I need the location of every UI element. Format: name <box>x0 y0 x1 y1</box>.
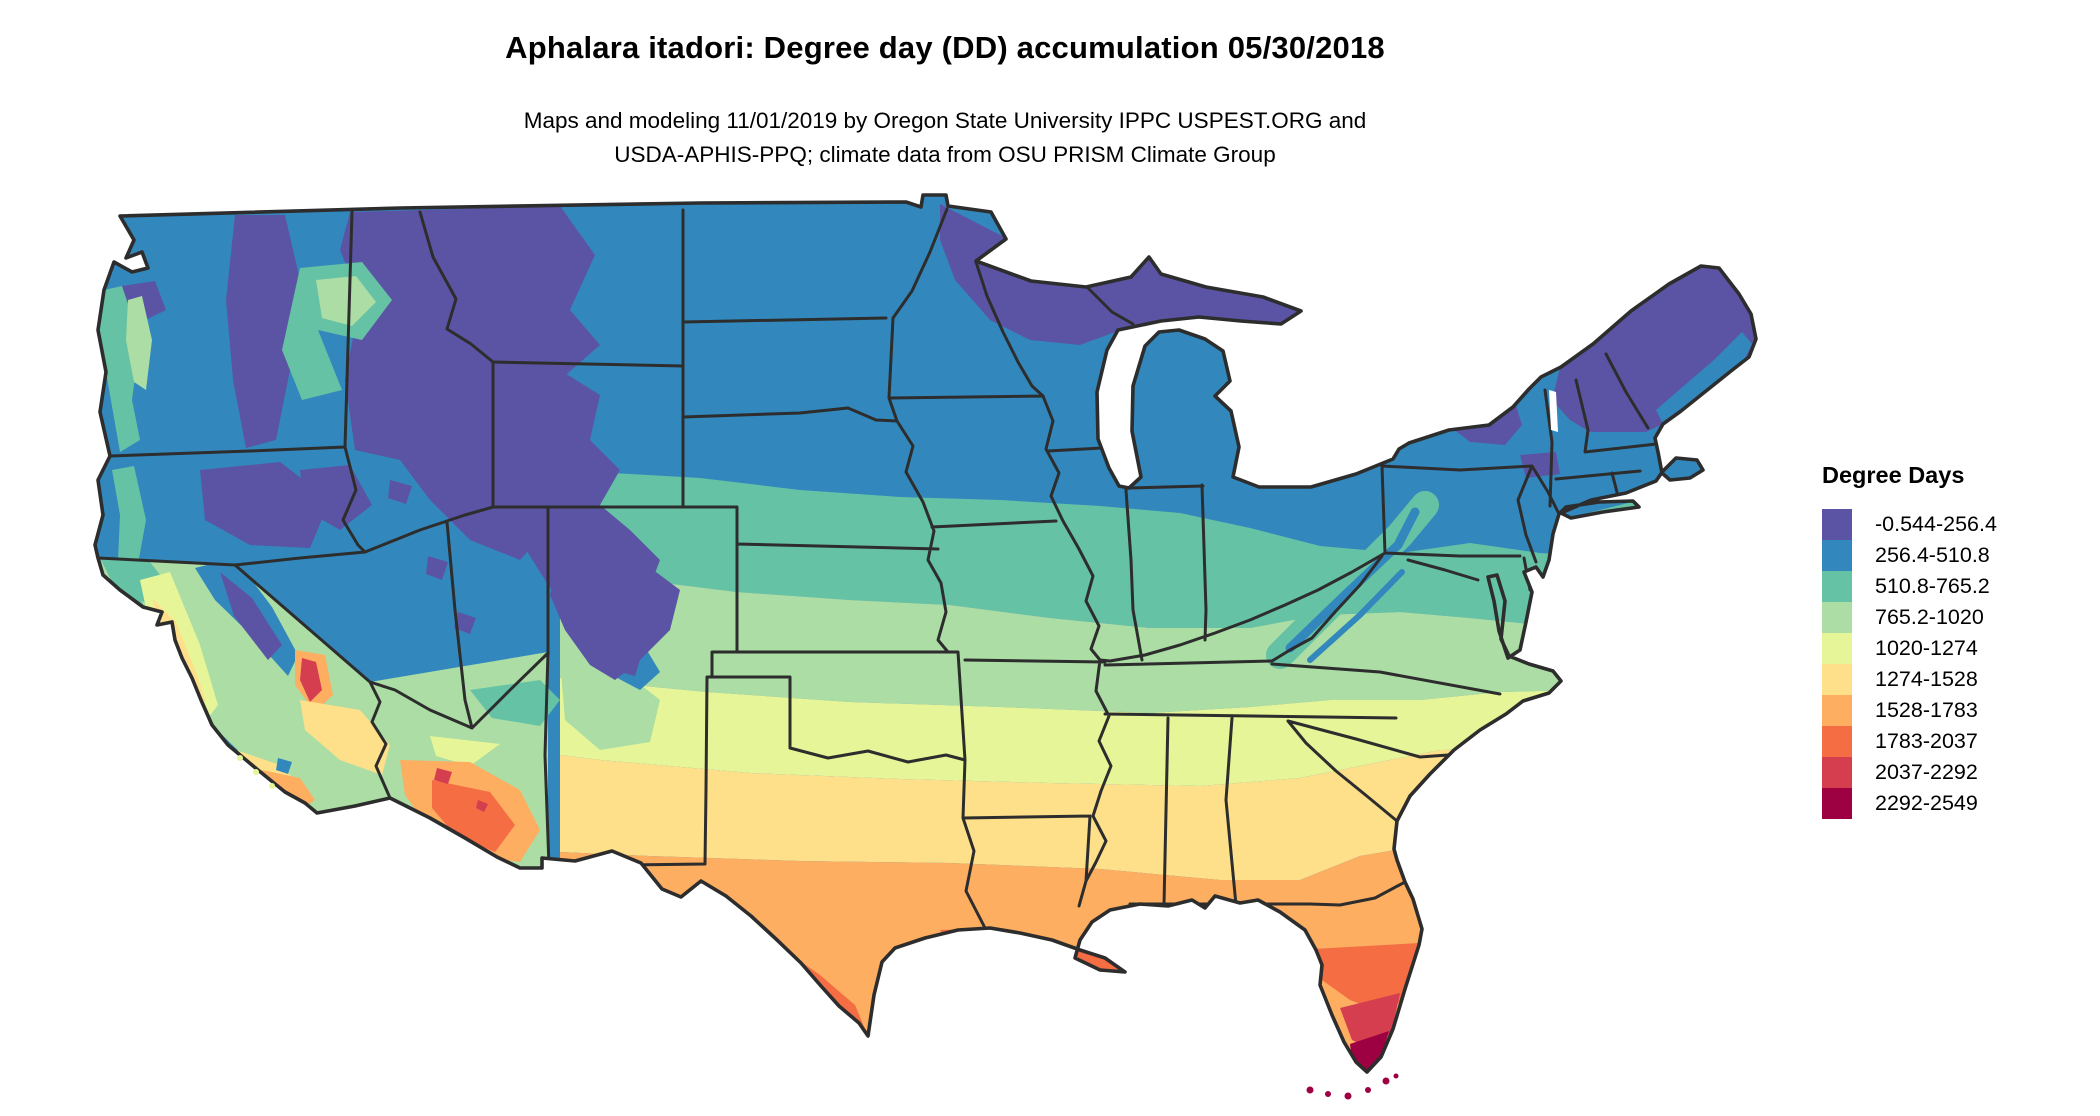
legend-swatch <box>1822 571 1852 602</box>
willamette-teal <box>112 466 146 575</box>
legend-row: 510.8-765.2 <box>1822 571 2082 602</box>
legend: Degree Days -0.544-256.4 256.4-510.8 510.8… <box>1822 462 2082 819</box>
maine-coast-blue <box>1656 332 1752 424</box>
wa-cascades-purple <box>226 215 300 448</box>
legend-row: -0.544-256.4 <box>1822 509 2082 540</box>
ewa-green <box>316 276 376 326</box>
legend-swatch <box>1822 509 1852 540</box>
legend-row: 1274-1528 <box>1822 664 2082 695</box>
legend-range-label: 765.2-1020 <box>1875 605 1984 629</box>
state-borders <box>96 207 1658 943</box>
lake-champlain <box>1549 390 1558 432</box>
legend-row: 2037-2292 <box>1822 757 2082 788</box>
or-cascades-purple <box>200 462 330 548</box>
band-teal <box>560 470 1756 628</box>
az-red-speck2 <box>476 800 488 812</box>
legend-title: Degree Days <box>1822 462 1965 488</box>
legend-swatch <box>1822 602 1852 633</box>
isle-royale <box>1058 242 1076 254</box>
sierra-purple <box>220 572 282 660</box>
rockies-purple-colorado <box>550 560 680 680</box>
legend-range-label: 2037-2292 <box>1875 760 1978 784</box>
legend-row: 765.2-1020 <box>1822 602 2082 633</box>
legend-row: 2292-2549 <box>1822 788 2082 819</box>
florida-tip-crimson <box>1350 1031 1389 1072</box>
legend-row: 1528-1783 <box>1822 695 2082 726</box>
band-palegreen <box>560 678 1756 786</box>
legend-range-label: 2292-2549 <box>1875 791 1978 815</box>
mojave-yellow <box>300 700 390 775</box>
legend-range-label: 1528-1783 <box>1875 698 1978 722</box>
legend-range-label: 510.8-765.2 <box>1875 574 1990 598</box>
deathvalley-red <box>300 658 322 702</box>
subtitle-line-2: USDA-APHIS-PPQ; climate data from OSU PR… <box>614 142 1276 167</box>
channel-islands <box>237 755 275 789</box>
legend-range-label: 1783-2037 <box>1875 729 1978 753</box>
legend-range-label: 1274-1528 <box>1875 667 1978 691</box>
basin-purple-speck3 <box>454 612 476 634</box>
legend-range-label: 1020-1274 <box>1875 636 1978 660</box>
legend-swatch <box>1822 695 1852 726</box>
band-orange <box>560 840 1756 1072</box>
subtitle-line-1: Maps and modeling 11/01/2019 by Oregon S… <box>523 108 1367 133</box>
legend-row: 1783-2037 <box>1822 726 2082 757</box>
isle-royale-2 <box>1080 249 1094 258</box>
socal-mtn-blue <box>276 758 292 774</box>
florida-keys <box>1306 1073 1399 1100</box>
legend-range-label: 256.4-510.8 <box>1875 543 1990 567</box>
legend-items: -0.544-256.4 256.4-510.8 510.8-765.2 765.2-… <box>1822 509 2082 819</box>
appalachia-blue-streak-2 <box>1307 569 1405 663</box>
legend-swatch <box>1822 757 1852 788</box>
legend-swatch <box>1822 633 1852 664</box>
az-palegreen <box>430 736 500 766</box>
band-lightgreen <box>560 570 1756 713</box>
legend-swatch <box>1822 664 1852 695</box>
wa-coast-green <box>126 296 152 390</box>
northwoods-purple <box>940 204 1301 345</box>
legend-swatch <box>1822 726 1852 757</box>
basin-purple-speck1 <box>388 480 412 504</box>
legend-swatch <box>1822 540 1852 571</box>
legend-range-label: -0.544-256.4 <box>1875 512 1997 536</box>
us-outline <box>93 193 1758 1074</box>
az-darkorange <box>432 780 515 852</box>
legend-row: 1020-1274 <box>1822 633 2082 664</box>
legend-row: 256.4-510.8 <box>1822 540 2082 571</box>
basin-purple-speck2 <box>426 556 448 580</box>
legend-swatch <box>1822 788 1852 819</box>
page-title: Aphalara itadori: Degree day (DD) accumu… <box>505 30 1385 65</box>
az-north-teal <box>470 680 560 726</box>
az-red-speck1 <box>434 768 452 784</box>
map-subtitle: Maps and modeling 11/01/2019 by Oregon S… <box>0 104 1890 172</box>
